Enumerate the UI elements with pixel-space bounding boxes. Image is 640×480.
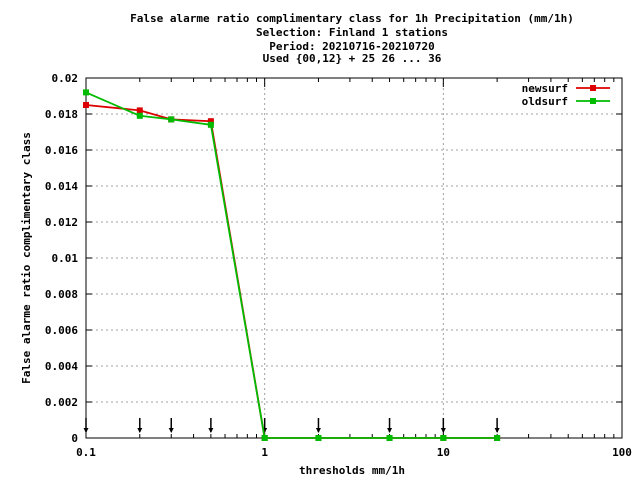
y-tick-label: 0.012 [45,216,78,229]
y-tick-label: 0.002 [45,396,78,409]
series-line-oldsurf [85,91,498,439]
threshold-markers [83,418,500,433]
data-point-oldsurf [315,435,322,441]
threshold-marker-arrow [315,428,321,433]
x-tick-label: 1 [261,446,268,459]
threshold-marker-arrow [83,428,89,433]
chart-title: False alarme ratio complimentary class f… [130,12,574,65]
legend-marker-oldsurf [590,98,596,104]
title-line-4: Used {00,12} + 25 26 ... 36 [263,52,442,65]
data-point-oldsurf [386,435,393,441]
data-point-newsurf [83,102,89,108]
y-tick-label: 0.008 [45,288,78,301]
y-tick-label: 0.014 [45,180,78,193]
threshold-marker-arrow [494,428,500,433]
data-point-oldsurf [261,435,268,441]
x-tick-label: 10 [437,446,450,459]
grid-lines [86,78,622,438]
data-point-oldsurf [136,112,143,119]
x-tick-labels: 0.1 1 10 100 [76,446,632,459]
y-tick-label: 0.018 [45,108,78,121]
data-point-oldsurf [207,121,214,128]
y-tick-label: 0.016 [45,144,78,157]
threshold-marker-arrow [440,428,446,433]
axis-ticks [85,77,623,439]
title-line-1: False alarme ratio complimentary class f… [130,12,574,25]
legend-label-oldsurf: oldsurf [522,95,568,108]
y-axis-label: False alarme ratio complimentary class [20,132,33,384]
x-tick-label: 0.1 [76,446,96,459]
legend-label-newsurf: newsurf [522,82,568,95]
y-tick-label: 0.006 [45,324,78,337]
legend-marker-newsurf [590,85,596,91]
title-line-3: Period: 20210716-20210720 [269,40,435,53]
data-point-newsurf [136,107,143,114]
threshold-marker-arrow [208,428,214,433]
threshold-marker-arrow [387,428,393,433]
x-axis-label: thresholds mm/1h [299,464,405,477]
data-point-oldsurf [168,116,175,123]
threshold-marker-arrow [168,428,174,433]
y-tick-label: 0.004 [45,360,78,373]
threshold-marker-arrow [137,428,143,433]
title-line-2: Selection: Finland 1 stations [256,26,448,39]
y-tick-label: 0 [71,432,78,445]
data-point-oldsurf [440,435,447,441]
data-point-oldsurf [494,435,501,441]
y-tick-labels: 0 0.002 0.004 0.006 0.008 0.01 0.012 0.014 0.016… [45,72,78,445]
data-point-newsurf [207,118,214,125]
series-lines [83,89,501,441]
series-line-newsurf [85,104,498,439]
y-tick-label: 0.01 [52,252,79,265]
x-tick-label: 100 [612,446,632,459]
data-point-oldsurf [83,89,89,96]
y-tick-label: 0.02 [52,72,79,85]
